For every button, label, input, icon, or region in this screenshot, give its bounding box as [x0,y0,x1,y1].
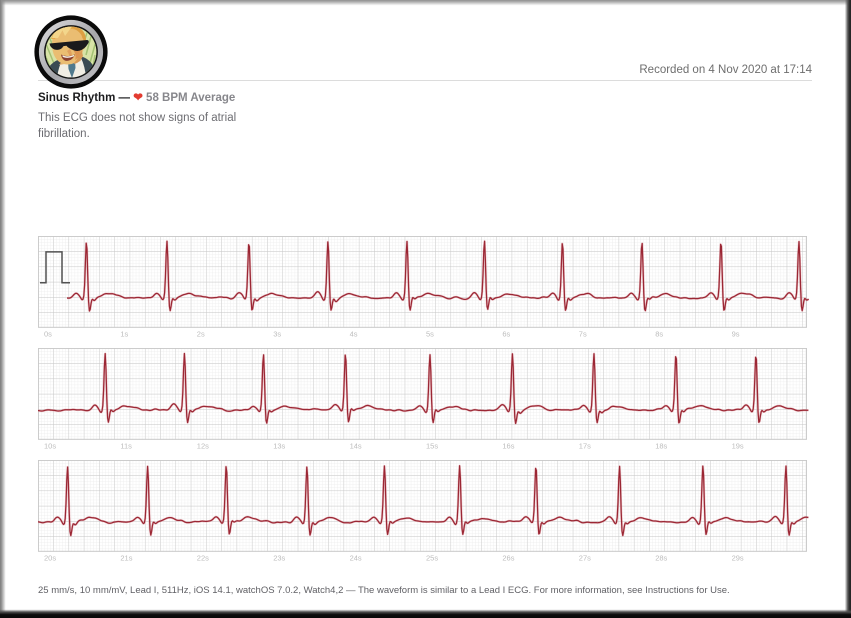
svg-text:6s: 6s [502,330,510,339]
svg-text:24s: 24s [350,554,362,563]
svg-text:28s: 28s [655,554,667,563]
svg-text:12s: 12s [197,442,209,451]
svg-text:15s: 15s [426,442,438,451]
svg-text:16s: 16s [502,442,514,451]
svg-text:2s: 2s [197,330,205,339]
svg-text:22s: 22s [197,554,209,563]
svg-text:26s: 26s [502,554,514,563]
svg-text:17s: 17s [579,442,591,451]
svg-text:18s: 18s [655,442,667,451]
svg-text:23s: 23s [273,554,285,563]
svg-text:11s: 11s [120,442,132,451]
svg-text:7s: 7s [579,330,587,339]
svg-text:21s: 21s [120,554,132,563]
svg-text:0s: 0s [44,330,52,339]
svg-text:8s: 8s [655,330,663,339]
svg-text:20s: 20s [44,554,56,563]
svg-text:27s: 27s [579,554,591,563]
svg-text:10s: 10s [44,442,56,451]
svg-text:4s: 4s [350,330,358,339]
svg-text:9s: 9s [732,330,740,339]
svg-text:13s: 13s [273,442,285,451]
svg-text:5s: 5s [426,330,434,339]
svg-text:1s: 1s [120,330,128,339]
svg-text:14s: 14s [350,442,362,451]
svg-text:19s: 19s [732,442,744,451]
svg-text:25s: 25s [426,554,438,563]
svg-text:29s: 29s [732,554,744,563]
svg-text:3s: 3s [273,330,281,339]
